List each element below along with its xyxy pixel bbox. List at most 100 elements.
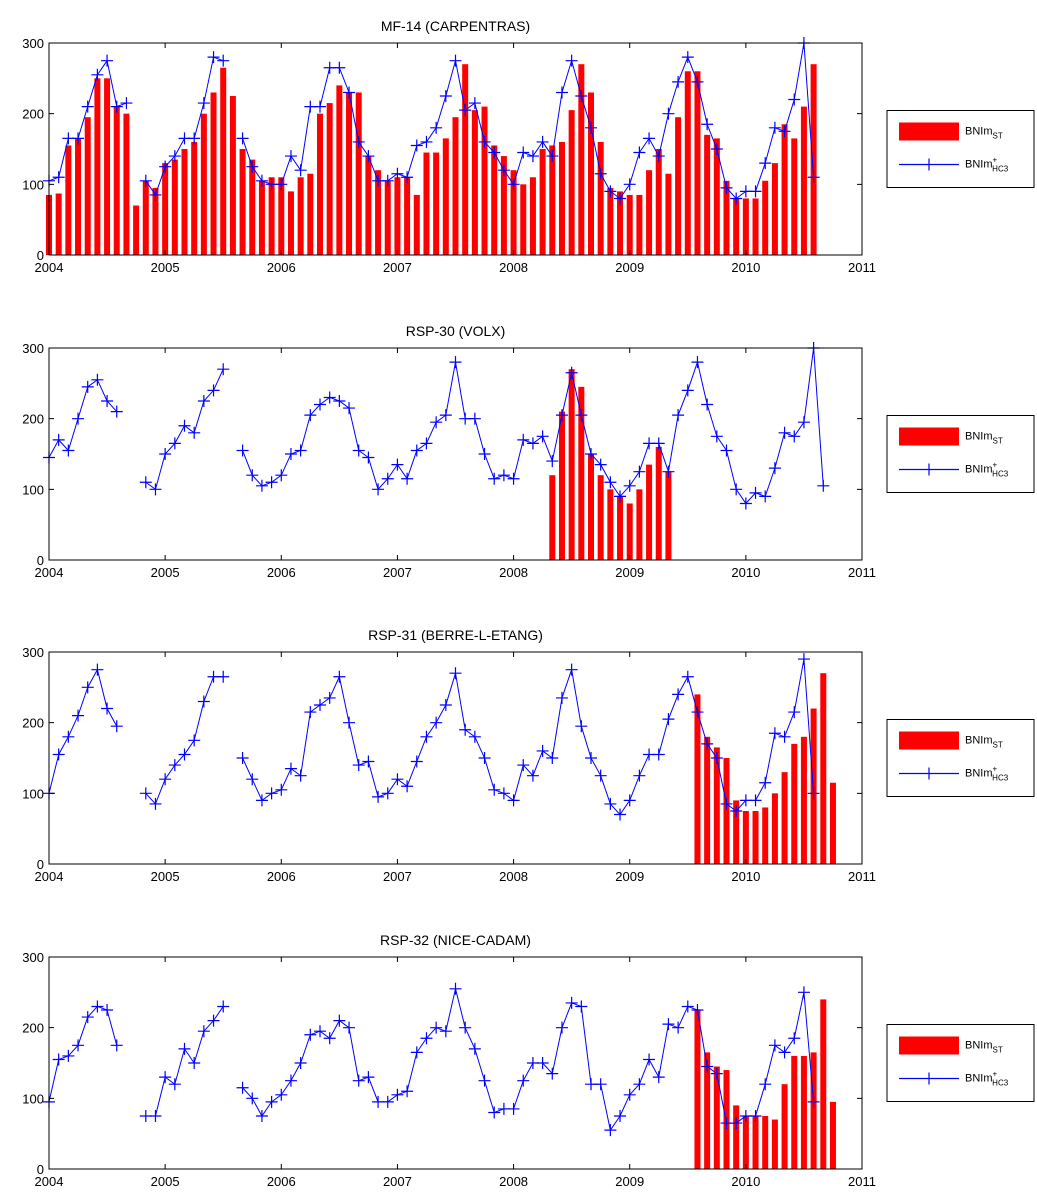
bar xyxy=(810,708,817,864)
legend-bar-swatch xyxy=(899,122,959,141)
x-tick-label: 2011 xyxy=(848,565,876,580)
data-point xyxy=(768,727,781,740)
data-point xyxy=(778,1046,791,1059)
axes-frame xyxy=(48,956,863,1170)
data-point xyxy=(401,1085,414,1098)
data-point xyxy=(284,1074,297,1087)
y-tick-label: 300 xyxy=(22,36,44,51)
data-point xyxy=(449,982,462,995)
data-point xyxy=(81,681,94,694)
data-point xyxy=(459,104,472,117)
data-point xyxy=(246,160,259,173)
data-point xyxy=(768,121,781,134)
data-point xyxy=(643,132,656,145)
data-point xyxy=(759,157,772,170)
data-point xyxy=(652,1071,665,1084)
chart-panel-3: RSP-31 (BERRE-L-ETANG) 2004 2005 2006 2007 20… xyxy=(22,627,1035,884)
legend: BNImST BNIm+ HC3 xyxy=(886,415,1035,493)
data-point xyxy=(284,150,297,163)
chart-panel-1: MF-14 (CARPENTRAS) 2004 2005 2006 2007 2008 20… xyxy=(22,18,1035,275)
data-point xyxy=(488,1106,501,1119)
bar xyxy=(597,475,604,560)
data-point xyxy=(478,752,491,764)
legend-bar-swatch xyxy=(899,427,959,446)
data-point xyxy=(304,1028,317,1041)
bar xyxy=(452,117,459,255)
bar xyxy=(733,198,740,255)
bar xyxy=(646,170,653,255)
data-point xyxy=(681,1000,694,1013)
data-point xyxy=(662,713,675,726)
bar xyxy=(162,163,169,255)
series-line xyxy=(48,668,118,794)
x-tick-label: 2007 xyxy=(383,565,412,580)
bar xyxy=(752,811,759,864)
data-point xyxy=(197,395,210,407)
bar xyxy=(587,454,595,560)
data-point xyxy=(168,1078,181,1091)
data-point xyxy=(672,75,685,88)
bar xyxy=(655,149,662,255)
legend-bar-swatch xyxy=(899,731,959,750)
data-point xyxy=(759,776,772,789)
bar xyxy=(829,782,836,864)
bar xyxy=(268,177,275,255)
data-point xyxy=(265,476,278,489)
data-point xyxy=(623,794,636,807)
data-point xyxy=(730,192,743,205)
data-point xyxy=(759,490,772,503)
bar xyxy=(665,471,672,560)
data-point xyxy=(449,667,462,680)
data-point xyxy=(691,706,704,719)
bar xyxy=(742,198,749,255)
bar xyxy=(626,194,633,255)
data-point xyxy=(565,663,578,676)
bar xyxy=(820,673,827,864)
data-point xyxy=(633,465,646,478)
bar xyxy=(800,736,807,864)
bar xyxy=(607,489,614,560)
data-point xyxy=(778,125,791,138)
data-point xyxy=(110,720,123,733)
data-point xyxy=(594,769,607,782)
data-point xyxy=(246,773,259,786)
bar xyxy=(346,92,353,255)
data-point xyxy=(488,783,501,796)
data-point xyxy=(52,1053,65,1066)
data-point xyxy=(52,171,65,184)
data-point xyxy=(91,663,104,676)
chart-title: MF-14 (CARPENTRAS) xyxy=(381,18,530,34)
data-point xyxy=(614,490,627,503)
data-point xyxy=(275,783,288,796)
data-point xyxy=(662,1018,675,1031)
data-point xyxy=(304,706,317,719)
x-tick-label: 2009 xyxy=(615,1174,644,1189)
data-point xyxy=(594,458,607,471)
legend-bar-swatch xyxy=(899,1036,959,1055)
bar xyxy=(355,92,362,255)
data-point xyxy=(623,178,636,191)
data-point xyxy=(255,794,268,807)
data-point xyxy=(788,430,801,443)
data-point xyxy=(681,51,694,64)
bar xyxy=(781,124,788,256)
data-point xyxy=(381,1095,394,1108)
data-point xyxy=(575,720,588,733)
data-point xyxy=(585,752,597,764)
bar xyxy=(278,177,285,255)
bar xyxy=(220,67,227,255)
legend: BNImST BNIm+ HC3 xyxy=(886,719,1035,797)
data-point xyxy=(439,699,452,711)
data-point xyxy=(410,139,423,152)
bar xyxy=(694,71,701,256)
y-tick-label: 300 xyxy=(22,645,44,660)
data-point xyxy=(507,472,520,485)
data-point xyxy=(536,1057,549,1069)
x-tick-label: 2010 xyxy=(731,565,760,580)
data-point xyxy=(739,497,752,510)
bar xyxy=(181,149,188,255)
data-point xyxy=(265,1095,278,1108)
bar xyxy=(549,475,556,560)
data-point xyxy=(420,135,433,148)
bar xyxy=(55,193,62,255)
